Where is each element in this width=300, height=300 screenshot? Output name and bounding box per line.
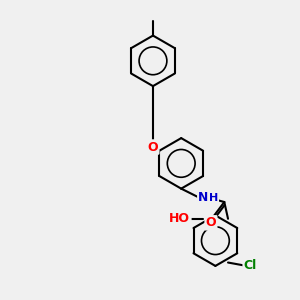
Text: O: O — [148, 140, 158, 154]
Text: O: O — [206, 216, 216, 229]
Text: N: N — [198, 191, 209, 204]
Text: Cl: Cl — [244, 259, 257, 272]
Text: HO: HO — [169, 212, 190, 225]
Text: H: H — [209, 193, 218, 202]
